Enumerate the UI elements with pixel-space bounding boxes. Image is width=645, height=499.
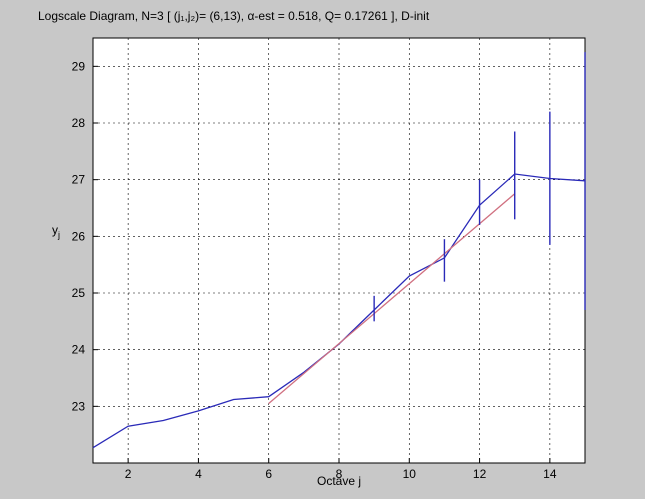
chart-title: Logscale Diagram, N=3 [ (j₁,j₂)= (6,13),… — [38, 9, 430, 23]
error-bar-layer — [373, 52, 586, 322]
y-tick-label-3: 26 — [72, 229, 86, 243]
y-tick-label-2: 25 — [72, 286, 86, 300]
x-tick-label-3: 8 — [336, 467, 343, 481]
x-tick-label-0: 2 — [125, 467, 132, 481]
x-axis-ticks: 2 4 6 8 10 12 14 — [125, 458, 557, 481]
grid — [93, 38, 585, 463]
y-tick-label-5: 28 — [72, 116, 86, 130]
y-axis-label-subscript: j — [57, 230, 60, 240]
x-tick-label-2: 6 — [265, 467, 272, 481]
y-tick-label-6: 29 — [72, 59, 86, 73]
y-tick-label-4: 27 — [72, 173, 86, 187]
y-tick-label-0: 23 — [72, 399, 86, 413]
y-axis-ticks: 23 24 25 26 27 28 29 — [72, 59, 98, 413]
series-layer — [92, 173, 586, 449]
series-line-1 — [268, 193, 516, 404]
y-axis-label-main: y — [52, 223, 58, 237]
x-tick-label-5: 12 — [473, 467, 487, 481]
y-tick-label-1: 24 — [72, 343, 86, 357]
x-tick-label-4: 10 — [403, 467, 417, 481]
x-tick-label-6: 14 — [543, 467, 557, 481]
x-axis-label: Octave j — [317, 474, 361, 488]
y-axis-label: yj — [52, 223, 60, 240]
x-tick-label-1: 4 — [195, 467, 202, 481]
